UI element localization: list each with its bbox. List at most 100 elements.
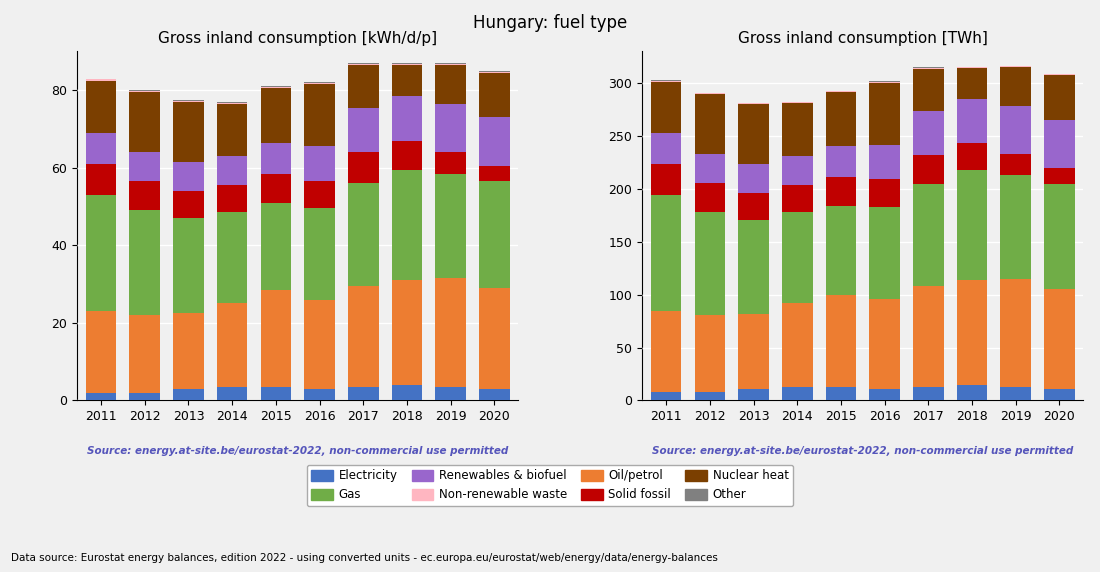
Bar	[480, 72, 509, 73]
Bar	[913, 68, 944, 69]
Bar	[1044, 289, 1075, 389]
Bar	[217, 104, 248, 156]
Bar	[913, 111, 944, 155]
Bar	[217, 102, 248, 104]
Bar	[957, 99, 988, 143]
Bar	[436, 65, 466, 104]
Bar	[173, 100, 204, 101]
Bar	[261, 290, 292, 387]
Bar	[173, 191, 204, 218]
Bar	[826, 92, 856, 146]
Bar	[1044, 389, 1075, 400]
Bar	[261, 88, 292, 142]
Bar	[913, 387, 944, 400]
Bar	[1044, 168, 1075, 184]
Bar	[738, 313, 769, 389]
Bar	[217, 212, 248, 304]
Bar	[738, 389, 769, 400]
Bar	[261, 202, 292, 290]
Bar	[305, 82, 334, 84]
Bar	[392, 63, 422, 64]
Bar	[1001, 279, 1031, 387]
Bar	[957, 170, 988, 280]
Bar	[869, 389, 900, 400]
Bar	[782, 102, 813, 104]
Bar	[392, 64, 422, 65]
Bar	[261, 387, 292, 400]
Bar	[651, 164, 681, 194]
Bar	[913, 184, 944, 286]
Bar	[694, 315, 725, 392]
Bar	[957, 67, 988, 69]
Bar	[130, 92, 159, 152]
Bar	[217, 387, 248, 400]
Bar	[1001, 154, 1031, 175]
Bar	[913, 69, 944, 111]
Bar	[348, 286, 378, 387]
Bar	[826, 206, 856, 295]
Bar	[86, 164, 117, 195]
Bar	[957, 69, 988, 99]
Bar	[826, 146, 856, 177]
Bar	[782, 104, 813, 156]
Bar	[348, 63, 378, 64]
Bar	[480, 71, 509, 72]
Bar	[392, 170, 422, 280]
Bar	[217, 156, 248, 185]
Text: Source: energy.at-site.be/eurostat-2022, non-commercial use permitted: Source: energy.at-site.be/eurostat-2022,…	[87, 446, 508, 456]
Bar	[130, 392, 159, 400]
Bar	[480, 117, 509, 166]
Bar	[957, 384, 988, 400]
Bar	[436, 174, 466, 279]
Bar	[392, 280, 422, 385]
Bar	[348, 152, 378, 183]
Bar	[217, 304, 248, 387]
Bar	[348, 183, 378, 286]
Bar	[305, 389, 334, 400]
Bar	[913, 155, 944, 184]
Bar	[261, 86, 292, 87]
Bar	[957, 143, 988, 170]
Bar	[651, 81, 681, 82]
Bar	[480, 166, 509, 181]
Bar	[436, 63, 466, 64]
Bar	[130, 181, 159, 210]
Bar	[869, 299, 900, 389]
Bar	[261, 142, 292, 174]
Bar	[694, 212, 725, 315]
Title: Gross inland consumption [TWh]: Gross inland consumption [TWh]	[738, 31, 988, 46]
Bar	[86, 311, 117, 392]
Bar	[305, 84, 334, 85]
Bar	[86, 78, 117, 80]
Bar	[869, 207, 900, 299]
Bar	[348, 108, 378, 152]
Bar	[738, 193, 769, 220]
Bar	[782, 303, 813, 387]
Bar	[738, 104, 769, 164]
Bar	[480, 288, 509, 389]
Bar	[436, 152, 466, 174]
Bar	[86, 81, 117, 133]
Bar	[261, 174, 292, 202]
Bar	[173, 101, 204, 102]
Bar	[392, 385, 422, 400]
Bar	[1001, 66, 1031, 67]
Bar	[869, 180, 900, 207]
Bar	[436, 64, 466, 65]
Bar	[694, 93, 725, 94]
Bar	[782, 387, 813, 400]
Bar	[130, 210, 159, 315]
Bar	[651, 133, 681, 164]
Bar	[86, 392, 117, 400]
Bar	[217, 185, 248, 212]
Bar	[436, 387, 466, 400]
Bar	[651, 82, 681, 133]
Title: Gross inland consumption [kWh/d/p]: Gross inland consumption [kWh/d/p]	[158, 31, 438, 46]
Bar	[782, 185, 813, 212]
Bar	[348, 64, 378, 65]
Bar	[261, 87, 292, 88]
Bar	[1001, 67, 1031, 106]
Bar	[130, 315, 159, 392]
Bar	[651, 392, 681, 400]
Bar	[173, 162, 204, 191]
